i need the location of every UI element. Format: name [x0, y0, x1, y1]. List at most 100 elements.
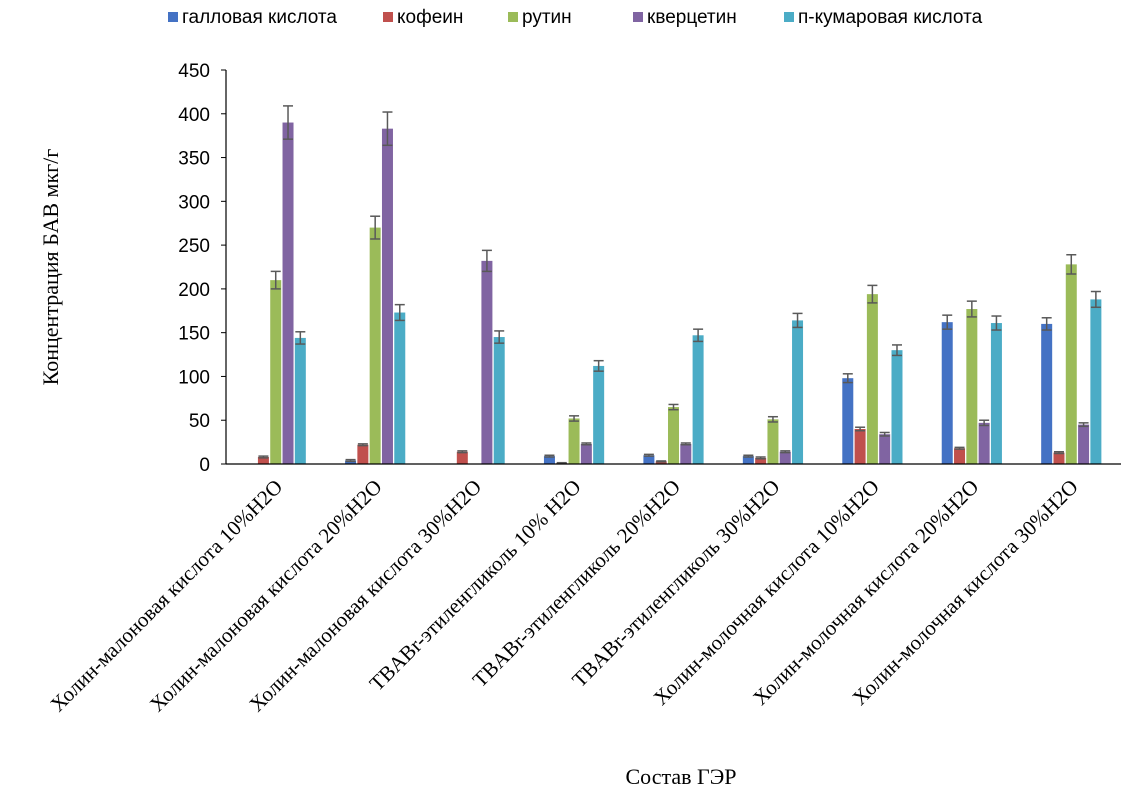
- legend-swatch: [508, 12, 518, 22]
- legend-label: п-кумаровая кислота: [798, 7, 983, 28]
- bar: [381, 128, 393, 464]
- bar: [767, 419, 779, 464]
- error-bar: [867, 284, 878, 304]
- legend-item: кверцетин: [633, 7, 737, 28]
- bar: [394, 312, 406, 464]
- y-tick-label: 300: [178, 192, 210, 213]
- legend: галловая кислота кофеин рутин кверцетин п-ку…: [168, 7, 983, 28]
- y-tick-label: 0: [199, 455, 210, 476]
- bar: [1090, 299, 1102, 464]
- bar: [755, 457, 767, 464]
- error-bar: [1041, 317, 1052, 331]
- bar: [842, 378, 854, 464]
- y-tick-label: 350: [178, 149, 210, 170]
- error-bar: [966, 300, 977, 318]
- bar: [668, 407, 679, 464]
- bar: [655, 461, 667, 464]
- y-tick-label: 250: [178, 236, 210, 257]
- legend-label: галловая кислота: [182, 7, 337, 28]
- axes: 050100150200250300350400450Холин-малонов…: [45, 61, 1121, 716]
- y-axis-title: Концентрация БАВ мкг/г: [38, 149, 63, 386]
- legend-item: кофеин: [383, 7, 463, 28]
- bar: [1041, 323, 1053, 464]
- error-bar: [668, 403, 679, 411]
- bar: [1053, 452, 1065, 464]
- bar: [742, 456, 754, 464]
- y-tick-label: 50: [189, 411, 210, 432]
- error-bar: [891, 344, 902, 357]
- legend-item: рутин: [508, 7, 572, 28]
- y-tick-label: 150: [178, 324, 210, 345]
- bar: [357, 444, 369, 464]
- bar: [369, 227, 381, 464]
- bar: [481, 260, 493, 464]
- error-bar: [494, 330, 505, 344]
- error-bar: [270, 270, 281, 290]
- error-bar: [855, 426, 866, 432]
- bar: [779, 451, 791, 464]
- error-bar: [656, 460, 667, 463]
- error-bar: [842, 373, 853, 384]
- error-bar: [357, 443, 368, 447]
- error-bar: [1090, 290, 1101, 309]
- bar: [456, 451, 468, 464]
- error-bar: [569, 415, 580, 422]
- legend-label: рутин: [522, 7, 572, 28]
- bar: [978, 422, 990, 464]
- error-bar: [942, 314, 953, 330]
- y-tick-label: 450: [178, 61, 210, 82]
- error-bar: [1078, 422, 1089, 428]
- error-bar: [979, 419, 990, 427]
- error-bar: [295, 331, 306, 345]
- y-tick-label: 200: [178, 280, 210, 301]
- bar: [270, 280, 282, 464]
- error-bar: [755, 456, 766, 460]
- bar: [879, 434, 891, 464]
- bar: [891, 350, 903, 464]
- y-tick-label: 400: [178, 105, 210, 126]
- bar: [257, 456, 269, 464]
- bar: [543, 456, 555, 464]
- error-bar: [394, 303, 405, 322]
- x-tick-label: TBABr-этиленгликоль 30%H2O: [567, 475, 784, 692]
- bar: [580, 443, 592, 464]
- bar: [282, 122, 294, 465]
- y-tick-label: 100: [178, 367, 210, 388]
- legend-label: кофеин: [397, 7, 463, 28]
- bar: [966, 309, 978, 464]
- error-bar: [1066, 253, 1077, 275]
- bar: [680, 443, 692, 464]
- bar: [792, 320, 804, 464]
- error-bar: [593, 359, 604, 372]
- legend-swatch: [168, 12, 178, 22]
- bar: [493, 337, 505, 464]
- error-bar: [581, 442, 592, 446]
- error-bar: [370, 215, 381, 240]
- x-axis-title: Состав ГЭР: [626, 764, 737, 789]
- legend-item: галловая кислота: [168, 7, 337, 28]
- bar: [1065, 264, 1077, 464]
- error-bar: [544, 454, 555, 458]
- plot-area: [257, 105, 1102, 465]
- bar: [941, 322, 953, 464]
- legend-label: кверцетин: [647, 7, 737, 28]
- bar: [643, 455, 655, 464]
- error-bar: [643, 453, 654, 457]
- bar: [990, 323, 1002, 464]
- error-bar: [258, 455, 269, 459]
- legend-item: п-кумаровая кислота: [784, 7, 983, 28]
- error-bar: [743, 454, 754, 458]
- bar: [593, 365, 605, 464]
- legend-swatch: [633, 12, 643, 22]
- bar: [854, 428, 866, 464]
- bar: [866, 294, 878, 464]
- error-bar: [481, 249, 492, 273]
- bar: [1078, 424, 1090, 464]
- bar: [692, 335, 704, 464]
- error-bar: [780, 450, 791, 454]
- error-bar: [283, 105, 294, 140]
- error-bar: [879, 431, 890, 437]
- x-tick-label: TBABr-этиленгликоль 20%H2O: [468, 475, 685, 692]
- bar: [954, 448, 966, 464]
